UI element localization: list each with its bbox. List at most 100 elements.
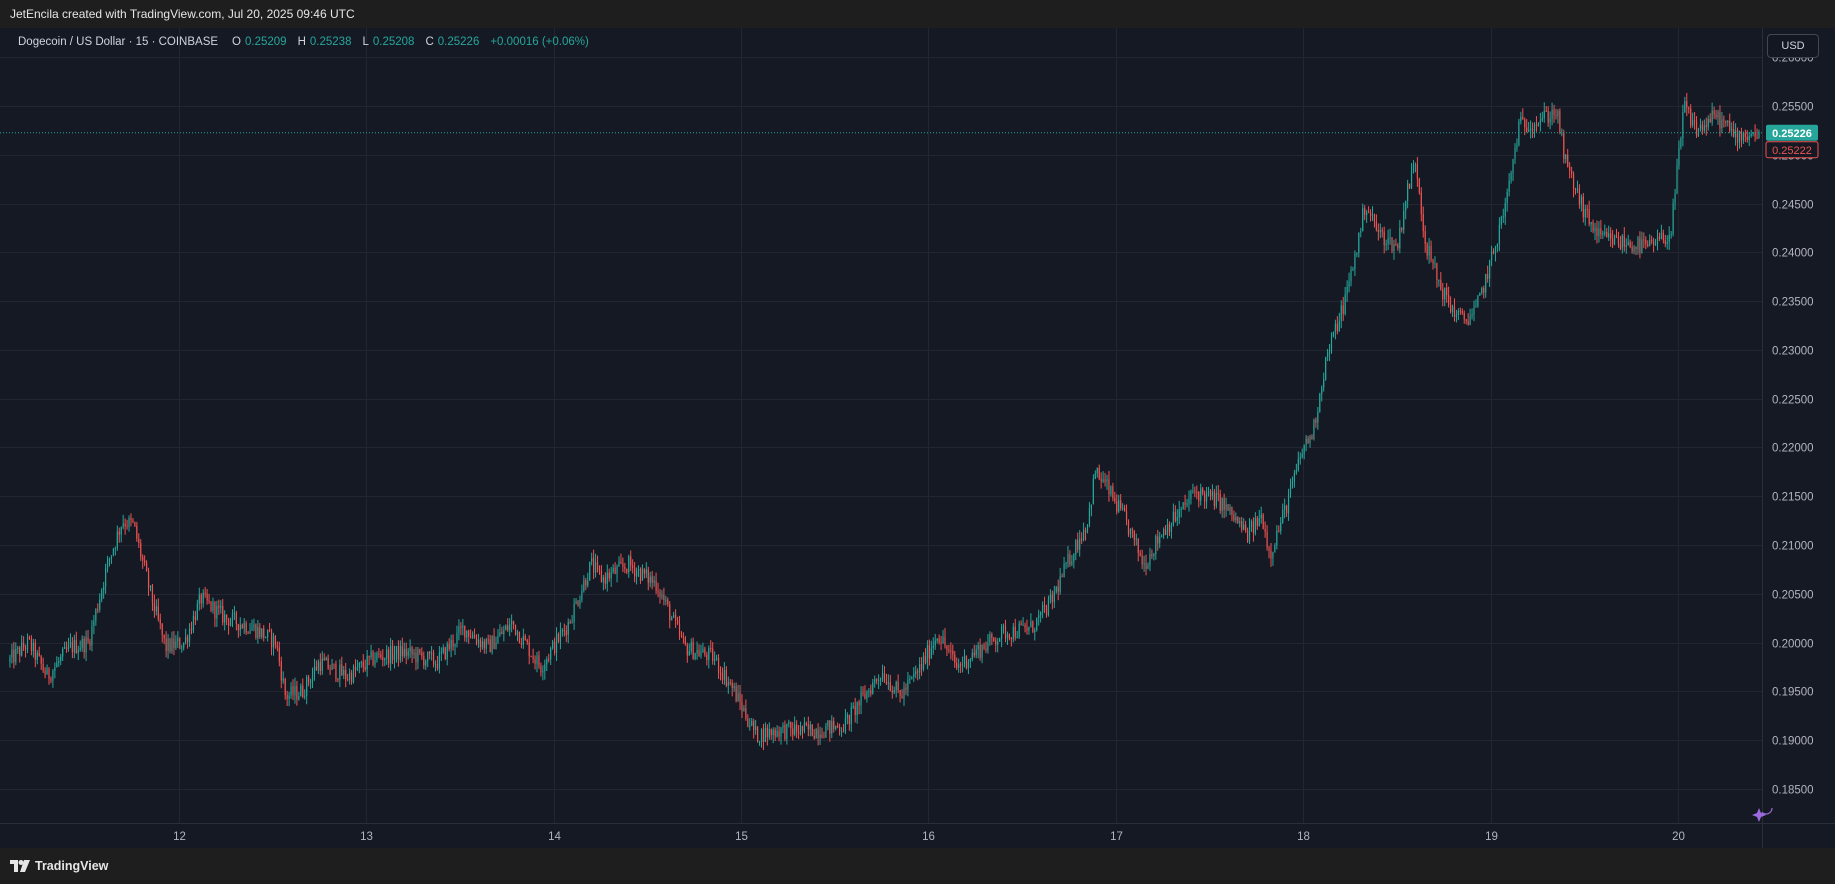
- candle: [349, 668, 351, 685]
- candle: [723, 662, 726, 685]
- candle-body: [1586, 209, 1588, 211]
- candle: [936, 638, 938, 644]
- candle-body: [1580, 196, 1582, 205]
- price-axis[interactable]: 0.260000.255000.250000.245000.240000.235…: [1762, 28, 1835, 848]
- candle: [235, 610, 237, 631]
- candle: [920, 657, 923, 676]
- candle: [470, 629, 472, 639]
- candle: [821, 727, 823, 739]
- candle-body: [1731, 129, 1733, 131]
- candle: [1686, 92, 1688, 117]
- candle-body: [983, 644, 985, 649]
- candle-body: [384, 658, 386, 661]
- candle: [296, 680, 298, 706]
- candle-body: [1276, 530, 1278, 546]
- candle-body: [739, 692, 741, 703]
- candle-body: [626, 568, 628, 573]
- candle-body: [93, 620, 95, 627]
- candle: [448, 638, 450, 652]
- candle-body: [38, 652, 40, 656]
- sparkle-icon[interactable]: [1752, 801, 1773, 822]
- candle-body: [1518, 121, 1520, 146]
- time-axis[interactable]: 12 13 14 15 16 17 18 19 20: [0, 823, 1835, 844]
- candle: [942, 629, 944, 644]
- candle: [838, 723, 841, 736]
- candle: [1135, 533, 1137, 546]
- candle-body: [1446, 287, 1448, 296]
- candle-body: [444, 647, 446, 660]
- candle: [766, 724, 768, 746]
- price-chart[interactable]: 0.260000.255000.250000.245000.240000.235…: [0, 28, 1835, 848]
- candle-body: [1426, 243, 1428, 256]
- candle: [485, 637, 487, 654]
- candle: [481, 637, 483, 650]
- candle: [511, 614, 513, 633]
- candle-body: [790, 722, 792, 729]
- candle-body: [1221, 498, 1223, 511]
- candle-body: [341, 664, 343, 676]
- candle: [130, 513, 132, 527]
- candle-body: [1002, 626, 1005, 628]
- candle: [368, 655, 370, 666]
- candle: [475, 634, 478, 646]
- candle: [163, 634, 165, 645]
- candle: [114, 546, 116, 556]
- candle-body: [653, 580, 655, 583]
- chart-area[interactable]: 0.260000.255000.250000.245000.240000.235…: [0, 28, 1835, 848]
- candle: [466, 630, 468, 643]
- candle-body: [366, 655, 368, 670]
- tradingview-logo[interactable]: TradingView: [0, 859, 108, 873]
- candle: [755, 720, 757, 735]
- candle: [1319, 392, 1321, 413]
- candle: [384, 657, 386, 667]
- candle-body: [382, 657, 384, 661]
- candle-body: [1551, 109, 1553, 119]
- candle: [1412, 160, 1415, 174]
- candle: [1186, 498, 1188, 508]
- candle: [214, 601, 216, 628]
- candle-body: [226, 614, 228, 620]
- candle: [1118, 494, 1120, 513]
- candle-body: [489, 639, 491, 653]
- candle-body: [885, 682, 888, 684]
- candle: [222, 598, 224, 626]
- candle: [512, 620, 515, 630]
- candle-body: [331, 663, 333, 670]
- candle-body: [1110, 486, 1112, 495]
- candle-body: [899, 689, 901, 697]
- candle: [552, 639, 554, 650]
- candle: [192, 610, 195, 634]
- candle: [179, 637, 181, 650]
- candle-body: [1192, 491, 1194, 493]
- candle: [1606, 227, 1608, 238]
- candle-body: [253, 624, 255, 628]
- candle: [108, 557, 111, 567]
- candle-body: [973, 652, 975, 656]
- candle-body: [423, 656, 425, 666]
- candle-body: [1297, 459, 1299, 471]
- candle-body: [919, 664, 921, 673]
- candle-body: [665, 599, 667, 601]
- candle-body: [809, 724, 811, 730]
- candle: [1237, 516, 1239, 524]
- candle: [1483, 285, 1485, 299]
- candle: [1692, 112, 1694, 128]
- candle-body: [1157, 536, 1159, 544]
- candle-body: [1530, 128, 1532, 130]
- candle-body: [1209, 491, 1212, 497]
- candle-body: [1051, 594, 1053, 603]
- candle-body: [528, 642, 530, 657]
- currency-button[interactable]: USD: [1767, 34, 1819, 58]
- candle: [1629, 239, 1631, 249]
- candle-body: [1572, 173, 1575, 189]
- candle-body: [1360, 231, 1362, 233]
- candle-body: [1254, 517, 1256, 533]
- candle-body: [32, 642, 34, 651]
- candle-body: [755, 726, 757, 731]
- candle-body: [1463, 312, 1465, 320]
- candle-body: [130, 517, 132, 521]
- candle-body: [1340, 305, 1342, 322]
- candle: [1371, 206, 1374, 221]
- candle: [438, 646, 441, 674]
- candle-body: [768, 728, 770, 738]
